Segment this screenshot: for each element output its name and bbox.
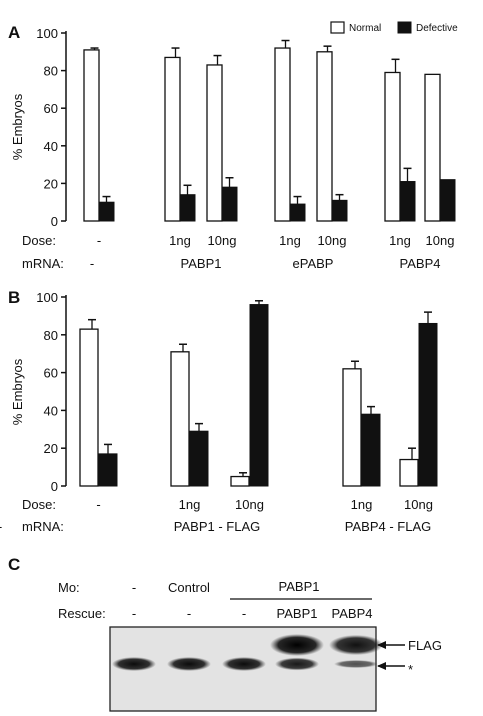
undefined-ytick-label-20: 20 (44, 441, 58, 456)
undefined-bar-normal-1 (170, 351, 190, 487)
undefined-bar-defective-2 (249, 304, 269, 487)
undefined-dose-label-0: - (96, 497, 100, 512)
undefined-mrna-label-0: - (90, 256, 94, 271)
undefined-ytick-label-100: 100 (36, 290, 58, 305)
blot-band-flag-3 (270, 634, 324, 656)
undefined-mrna-label-3: ePABP (293, 256, 334, 271)
rescue-label-2: - (242, 606, 246, 621)
blot-band-star-2 (222, 657, 266, 671)
panel-c: Mo: Rescue: - Control PABP1 - - - PABP1 PABP4 FLAG… (58, 579, 442, 712)
panel-letter-c: C (8, 555, 20, 574)
blot-band-flag-4 (329, 634, 383, 656)
mo-row-label: Mo: (58, 580, 80, 595)
undefined-mrna-label-5: PABP4 (400, 256, 441, 271)
rescue-row-label: Rescue: (58, 606, 106, 621)
undefined-ytick-label-60: 60 (44, 101, 58, 116)
star-arrow-head (377, 662, 386, 670)
undefined-dose-label-1: 1ng (169, 233, 191, 248)
blot-band-star-1 (167, 657, 211, 671)
blot-band-star-4 (334, 660, 378, 668)
undefined-bar-normal-0 (83, 49, 100, 222)
undefined-mrna-label-1: PABP1 - FLAG (174, 519, 260, 534)
undefined-dose-row-label: Dose: (22, 233, 56, 248)
undefined-ylabel: % Embryos (10, 358, 25, 425)
undefined-ytick-label-0: 0 (51, 479, 58, 494)
undefined-bar-defective-4 (331, 199, 348, 222)
undefined-dose-row-label: Dose: (22, 497, 56, 512)
undefined-bar-defective-5 (399, 181, 416, 222)
undefined-mrna-row-label: mRNA: (22, 519, 64, 534)
undefined-bar-normal-4 (316, 51, 333, 222)
undefined-bar-defective-1 (189, 430, 209, 487)
undefined-ytick-label-0: 0 (51, 214, 58, 229)
undefined-dose-label-1: 1ng (179, 497, 201, 512)
undefined-dose-label-3: 1ng (351, 497, 373, 512)
undefined-bar-normal-0 (79, 328, 99, 487)
undefined-bar-defective-0 (98, 453, 118, 487)
undefined-dose-label-2: 10ng (208, 233, 237, 248)
flag-arrow-head (377, 641, 386, 649)
mo-label-0: - (132, 580, 136, 595)
undefined-bar-normal-6 (424, 73, 441, 222)
rescue-label-0: - (132, 606, 136, 621)
undefined-mrna-label-1: PABP1 (181, 256, 222, 271)
undefined-ytick-label-100: 100 (36, 26, 58, 41)
panel-letter-a: A (8, 23, 20, 42)
undefined-dose-label-4: 10ng (318, 233, 347, 248)
undefined-bar-defective-1 (179, 194, 196, 222)
star-label: * (408, 662, 413, 677)
rescue-label-3: PABP1 (277, 606, 318, 621)
undefined-ytick-label-20: 20 (44, 176, 58, 191)
undefined-bar-normal-4 (399, 458, 419, 487)
undefined-ytick-label-60: 60 (44, 366, 58, 381)
undefined-bar-defective-4 (418, 322, 438, 487)
mo-label-2: PABP1 (279, 579, 320, 594)
undefined-mrna-label-0: - (0, 519, 2, 534)
undefined-ytick-label-40: 40 (44, 139, 58, 154)
undefined-ytick-label-80: 80 (44, 328, 58, 343)
undefined-dose-label-4: 10ng (404, 497, 433, 512)
undefined-dose-label-2: 10ng (235, 497, 264, 512)
undefined-bar-defective-2 (221, 186, 238, 222)
legend-defective-label: Defective (416, 23, 458, 34)
undefined-bar-normal-1 (164, 56, 181, 222)
undefined-dose-label-6: 10ng (426, 233, 455, 248)
undefined-mrna-label-3: PABP4 - FLAG (345, 519, 431, 534)
undefined-ytick-label-80: 80 (44, 64, 58, 79)
panel-letter-b: B (8, 288, 20, 307)
undefined-bar-defective-6 (439, 179, 456, 222)
legend-normal-label: Normal (349, 23, 381, 34)
undefined-bar-normal-2 (206, 64, 223, 222)
undefined-mrna-row-label: mRNA: (22, 256, 64, 271)
undefined-dose-label-5: 1ng (389, 233, 411, 248)
undefined-bar-normal-5 (384, 71, 401, 222)
undefined-bar-normal-3 (342, 368, 362, 487)
legend-defective-swatch (397, 21, 412, 34)
undefined-bar-defective-3 (361, 413, 381, 487)
undefined-bar-defective-3 (289, 203, 306, 222)
mo-label-1: Control (168, 580, 210, 595)
undefined-bar-defective-0 (98, 201, 115, 222)
undefined-dose-label-3: 1ng (279, 233, 301, 248)
undefined-ytick-label-40: 40 (44, 403, 58, 418)
undefined-dose-label-0: - (97, 233, 101, 248)
rescue-label-1: - (187, 606, 191, 621)
legend-normal-swatch (330, 21, 345, 34)
blot-band-star-0 (112, 657, 156, 671)
undefined-bar-normal-3 (274, 47, 291, 222)
rescue-label-4: PABP4 (332, 606, 373, 621)
panel-b: 0 20 40 60 80 100 % Embryos - 1ng 10ng 1ng 10ng Dose… (0, 290, 438, 534)
panel-a: 0 20 40 60 80 100 % Embryos - 1ng 10ng 1ng 10ng 1ng 1… (10, 21, 458, 271)
flag-label: FLAG (408, 638, 442, 653)
undefined-ylabel: % Embryos (10, 93, 25, 160)
blot-band-star-3 (275, 657, 319, 671)
undefined-bar-normal-2 (230, 475, 250, 487)
